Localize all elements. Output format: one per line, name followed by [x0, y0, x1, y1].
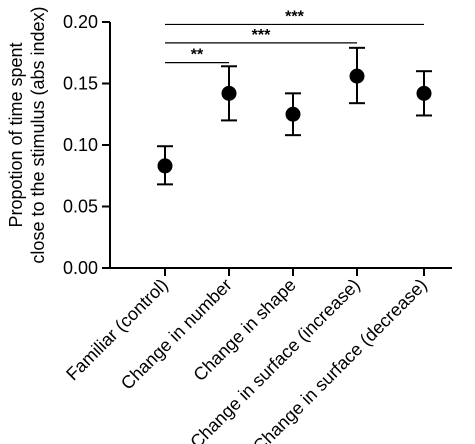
x-ticks: Familiar (control)Change in numberChange…: [62, 268, 431, 444]
y-axis-title-line: Propotion of time spent: [6, 42, 26, 227]
y-axis-title-line: close to the stimulus (abs index): [28, 6, 48, 263]
y-axis-title: Propotion of time spent close to the stim…: [6, 6, 48, 263]
y-tick-label: 0.05: [63, 197, 98, 217]
data-point: [157, 158, 173, 174]
data-point: [285, 106, 301, 122]
y-tick-label: 0.00: [63, 258, 98, 278]
data-points: [157, 46, 432, 186]
axes: [109, 22, 452, 269]
data-point: [349, 68, 365, 84]
significance-label: ***: [285, 8, 304, 25]
significance-label: ***: [252, 27, 271, 44]
significance-label: **: [191, 47, 204, 64]
y-tick-label: 0.10: [63, 135, 98, 155]
y-tick-label: 0.15: [63, 74, 98, 94]
y-ticks: 0.00 0.05 0.10 0.15 0.20: [63, 12, 110, 278]
data-point: [416, 85, 432, 101]
data-point: [221, 85, 237, 101]
significance-brackets: ********: [165, 8, 424, 64]
x-tick-label: Change in number: [117, 275, 236, 394]
y-tick-label: 0.20: [63, 12, 98, 32]
